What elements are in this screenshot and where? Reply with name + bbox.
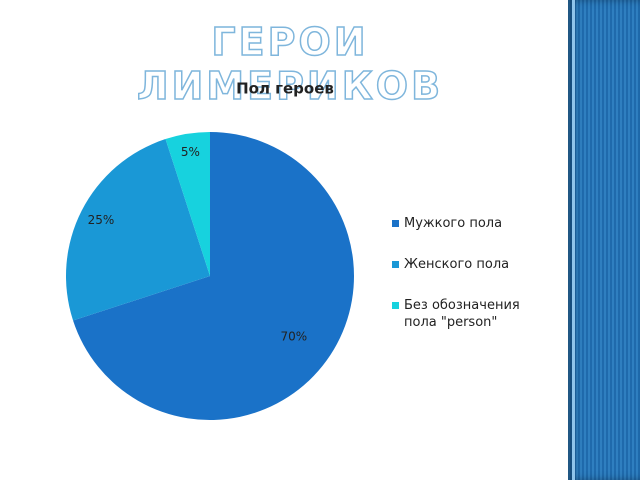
chart: Пол героев 70% 25% 5% [66, 80, 354, 420]
legend-item: Женского пола [392, 256, 552, 273]
data-label: 25% [88, 213, 115, 227]
legend-item: Мужкого пола [392, 215, 552, 232]
legend-label: Мужкого пола [404, 216, 503, 231]
legend: Мужкого пола Женского пола Без обозначения… [392, 215, 552, 355]
legend-label: Без обозначения пола "person" [404, 298, 520, 330]
chart-title: Пол героев [236, 80, 334, 98]
decor-bar [568, 0, 640, 480]
pie-slice [165, 132, 210, 276]
data-label: 70% [281, 329, 308, 343]
data-label: 5% [181, 145, 200, 159]
slide-title: ГЕРОИ ЛИМЕРИКОВ [136, 19, 444, 109]
legend-swatch [392, 220, 399, 227]
pie-slice [66, 139, 211, 321]
legend-item: Без обозначения пола "person" [392, 297, 552, 331]
legend-swatch [392, 261, 399, 268]
pie-slice [73, 132, 354, 420]
legend-label: Женского пола [404, 257, 510, 272]
legend-swatch [392, 302, 399, 309]
